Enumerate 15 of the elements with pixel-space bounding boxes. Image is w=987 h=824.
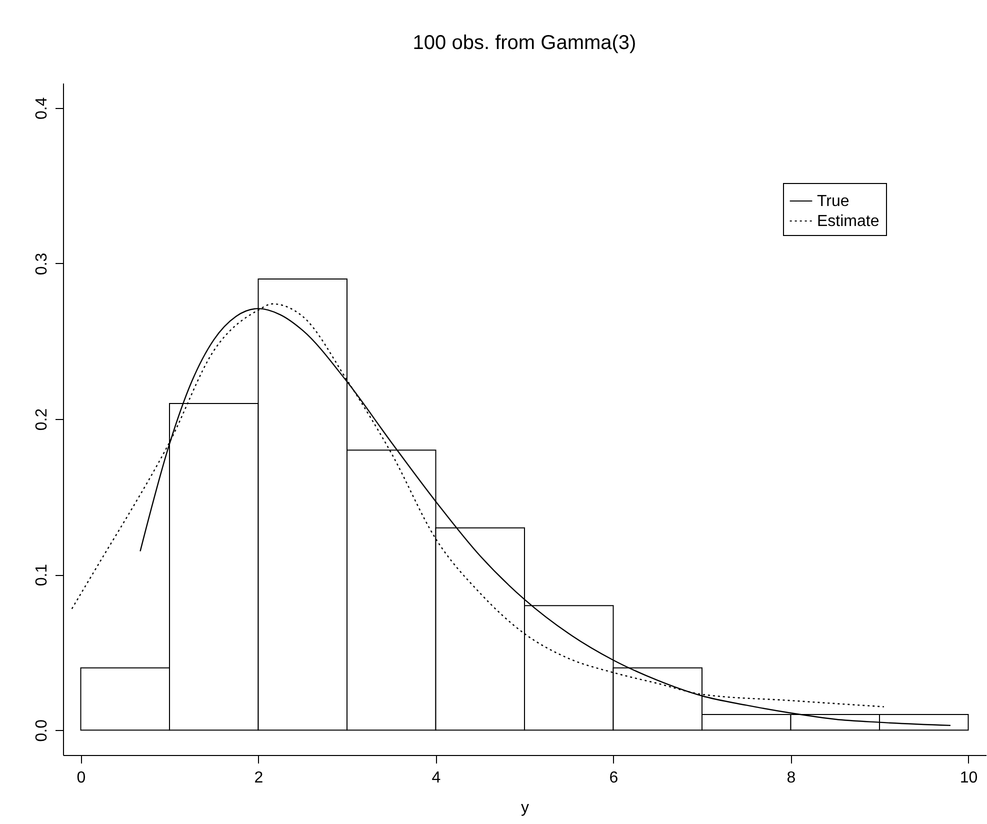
x-tick-label: 10 [960,770,978,786]
legend-label: Estimate [817,213,880,230]
chart-title: 100 obs. from Gamma(3) [412,32,636,54]
x-axis-title: y [521,800,529,816]
legend-label: True [817,193,850,210]
y-tick-label: 0.1 [34,564,50,586]
x-tick-label: 0 [76,770,86,786]
x-tick-label: 8 [786,770,796,786]
y-tick-label: 0.0 [34,719,50,742]
x-tick-label: 2 [254,770,264,786]
x-tick-label: 4 [432,770,441,786]
y-tick-label: 0.3 [34,252,50,276]
y-tick-label: 0.4 [34,97,50,120]
y-tick-label: 0.2 [34,408,50,431]
x-tick-label: 6 [609,770,618,786]
